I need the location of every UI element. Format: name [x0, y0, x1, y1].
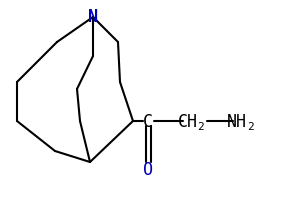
- Text: 2: 2: [248, 121, 255, 131]
- Text: C: C: [143, 112, 153, 130]
- Text: N: N: [88, 8, 98, 26]
- Text: NH: NH: [227, 112, 247, 130]
- Text: 2: 2: [197, 121, 203, 131]
- Text: O: O: [143, 160, 153, 178]
- Text: CH: CH: [178, 112, 198, 130]
